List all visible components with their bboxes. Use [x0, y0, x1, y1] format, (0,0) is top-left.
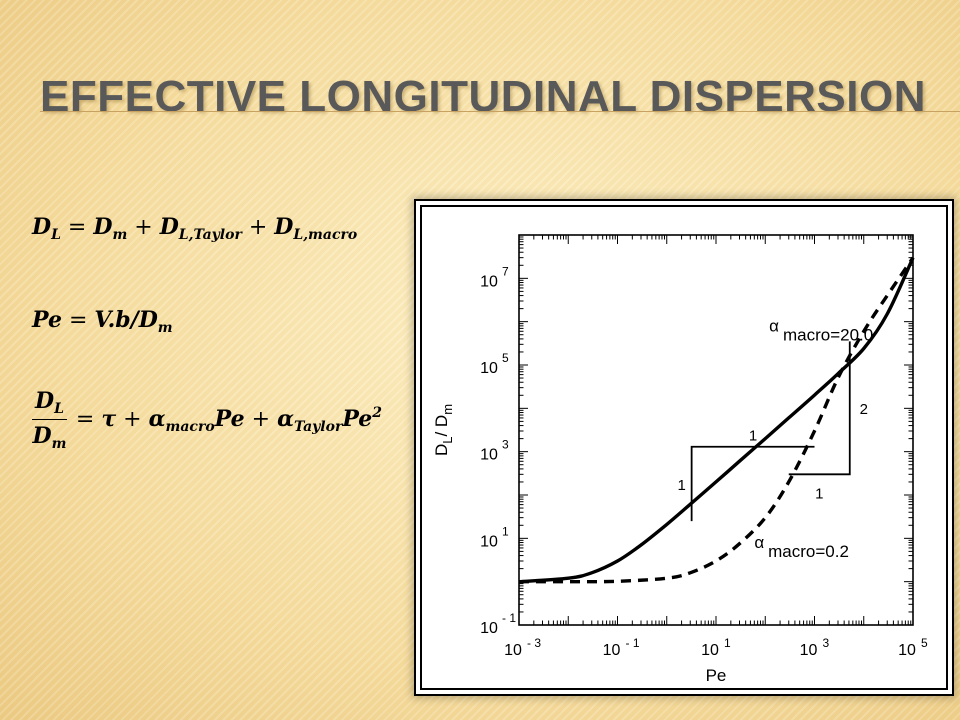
- plot-frame: [518, 234, 914, 626]
- chart-labels: 10 - 3 10 - 1 10 1 10 3 10 5 10 - 1 10 1 10 3 10 5 10 7 Pe DL…: [432, 264, 928, 685]
- x-tick-label: 10: [701, 642, 719, 659]
- eq3-fraction: DL Dm: [32, 388, 67, 452]
- series-1-sub: macro: [783, 325, 830, 344]
- eq3-pe-2-exponent: 2: [372, 405, 383, 421]
- eq1-term2: D: [159, 214, 179, 240]
- eq1-term2-sub: L,Taylor: [178, 227, 242, 243]
- y-label-sep: / D: [432, 415, 451, 437]
- eq3-den-symbol: D: [32, 423, 52, 449]
- eq1-term3: D: [274, 214, 294, 240]
- y-tick-label-exponent: 7: [502, 264, 509, 278]
- eq3-plus-2: +: [251, 407, 271, 432]
- y-tick-label-exponent: 1: [502, 524, 509, 538]
- y-tick-label: 10: [480, 533, 498, 550]
- eq1-term3-sub: L,macro: [293, 227, 358, 243]
- series-1-alpha: α: [769, 316, 779, 335]
- x-tick-label: 10: [603, 642, 621, 659]
- eq3-plus-1: +: [123, 407, 142, 432]
- eq3-alpha-macro-sub: macro: [165, 419, 215, 435]
- dispersion-chart: 11 12 10- 3 10- 1 10 1 10 3 10 510- 110110310510…: [432, 234, 928, 685]
- y-tick-label: 10: [480, 360, 498, 377]
- y-tick-label-exponent: 3: [502, 438, 509, 452]
- eq3-alpha-taylor: α: [277, 406, 294, 432]
- x-tick-label: 10: [800, 642, 818, 659]
- eq3-numerator: DL: [32, 388, 67, 420]
- eq1-plus-2: +: [248, 215, 268, 240]
- x-tick-label-exponent: - 1: [626, 636, 640, 650]
- x-axis-label: Pe: [706, 666, 727, 685]
- slope-triangle-2: [788, 341, 851, 476]
- x-tick-label-exponent: 5: [921, 636, 928, 650]
- eq2-lhs: Pe: [32, 307, 62, 333]
- slope-2-vertical-label: 2: [860, 401, 868, 418]
- eq1-term1-sub: m: [112, 227, 128, 243]
- y-axis-label-text: DL/ Dm: [432, 404, 455, 456]
- eq3-den-sub: m: [51, 436, 67, 452]
- series-line-macro-0-2: [518, 256, 915, 584]
- y-tick-label-exponent: - 1: [502, 611, 516, 625]
- eq3-equals: =: [75, 407, 95, 432]
- eq1-plus-1: +: [134, 215, 153, 240]
- eq3-pe-1: Pe: [214, 406, 245, 432]
- eq3-denominator: Dm: [32, 420, 67, 452]
- slope-triangle-1: [690, 445, 815, 522]
- equation-normalized-dispersion: DL Dm = τ + αmacroPe + αTaylorPe2: [32, 388, 382, 452]
- eq3-num-sub: L: [54, 401, 64, 417]
- eq3-alpha-taylor-sub: Taylor: [294, 419, 343, 435]
- eq3-pe-2: Pe: [342, 406, 373, 432]
- slope-1-horizontal-label: 1: [749, 428, 757, 445]
- eq1-term1: D: [93, 214, 113, 240]
- y-tick-label: 10: [480, 273, 498, 290]
- eq2-rhs-sub: m: [157, 320, 173, 336]
- series-2-value: =0.2: [815, 542, 849, 561]
- eq2-rhs: V.b/D: [94, 307, 158, 333]
- x-tick-label-exponent: 3: [823, 636, 830, 650]
- series-label-macro-0-2: α macro=0.2: [754, 533, 849, 561]
- eq3-num-symbol: D: [35, 388, 55, 414]
- eq3-alpha-macro: α: [148, 406, 166, 432]
- equation-peclet: Pe = V.b/Dm: [32, 307, 173, 336]
- title-underline: [40, 111, 960, 112]
- y-label-sub-m: m: [440, 404, 455, 415]
- slope-1-vertical-label: 1: [677, 477, 685, 494]
- y-tick-label: 10: [480, 447, 498, 464]
- chart-grid-ticks: [518, 234, 914, 626]
- series-2-sub: macro: [768, 542, 815, 561]
- eq1-equals: =: [67, 215, 87, 240]
- slide-title: Effective Longitudinal Dispersion: [40, 72, 926, 121]
- series-label-macro-20: α macro=20.0: [769, 316, 873, 344]
- eq1-lhs-sub: L: [51, 227, 61, 243]
- y-axis-label: DL/ Dm: [432, 404, 455, 456]
- y-label-d: D: [432, 444, 451, 456]
- chart-series: [518, 256, 915, 584]
- eq3-tau: τ: [101, 406, 117, 432]
- slope-2-horizontal-label: 1: [815, 485, 823, 502]
- eq1-lhs: D: [32, 214, 52, 240]
- x-tick-label: 10: [504, 642, 522, 659]
- equation-dispersion-sum: DL = Dm + DL,Taylor + DL,macro: [32, 214, 357, 243]
- slope-triangles: 1 1 1 2: [677, 341, 868, 522]
- eq2-equals: =: [68, 308, 88, 333]
- series-1-value: =20.0: [830, 325, 873, 344]
- x-tick-label-exponent: - 3: [527, 636, 541, 650]
- series-2-alpha: α: [754, 533, 764, 552]
- y-label-sub-l: L: [440, 437, 455, 444]
- y-tick-label: 10: [480, 620, 498, 637]
- x-tick-label-exponent: 1: [724, 636, 731, 650]
- series-line-macro-20: [518, 256, 915, 584]
- y-tick-label-exponent: 5: [502, 351, 509, 365]
- x-tick-label: 10: [898, 642, 916, 659]
